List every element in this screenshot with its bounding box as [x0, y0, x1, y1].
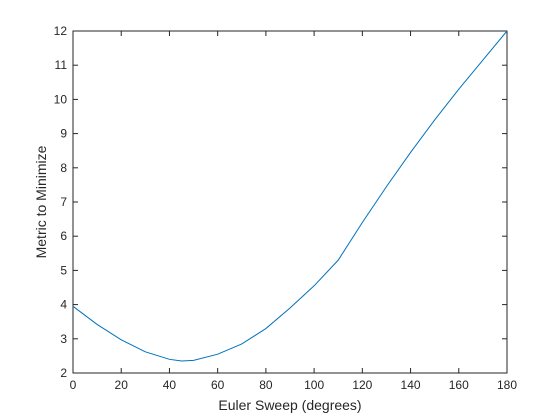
- y-tick-label: 3: [60, 332, 67, 346]
- y-tick-label: 9: [60, 127, 67, 141]
- x-tick-label: 120: [352, 378, 372, 392]
- x-tick-label: 140: [401, 378, 421, 392]
- y-tick-label: 8: [60, 161, 67, 175]
- x-tick-label: 80: [259, 378, 273, 392]
- y-tick-label: 12: [54, 24, 68, 38]
- x-tick-label: 180: [497, 378, 517, 392]
- y-tick-label: 5: [60, 263, 67, 277]
- line: [72, 30, 508, 362]
- x-tick-label: 160: [449, 378, 469, 392]
- y-tick-label: 7: [60, 195, 67, 209]
- x-tick-label: 100: [304, 378, 324, 392]
- y-tick-label: 2: [60, 366, 67, 380]
- x-tick-label: 40: [163, 378, 177, 392]
- plot-area: [72, 30, 508, 374]
- y-tick-label: 11: [55, 58, 68, 72]
- y-tick-label: 4: [60, 298, 67, 312]
- x-axis-label: Euler Sweep (degrees): [218, 397, 361, 413]
- y-tick-label: 10: [54, 92, 68, 106]
- x-tick-label: 0: [70, 378, 77, 392]
- x-tick-label: 20: [115, 378, 129, 392]
- x-tick-label: 60: [211, 378, 225, 392]
- y-tick-label: 6: [60, 229, 67, 243]
- y-axis-label: Metric to Minimize: [33, 145, 49, 258]
